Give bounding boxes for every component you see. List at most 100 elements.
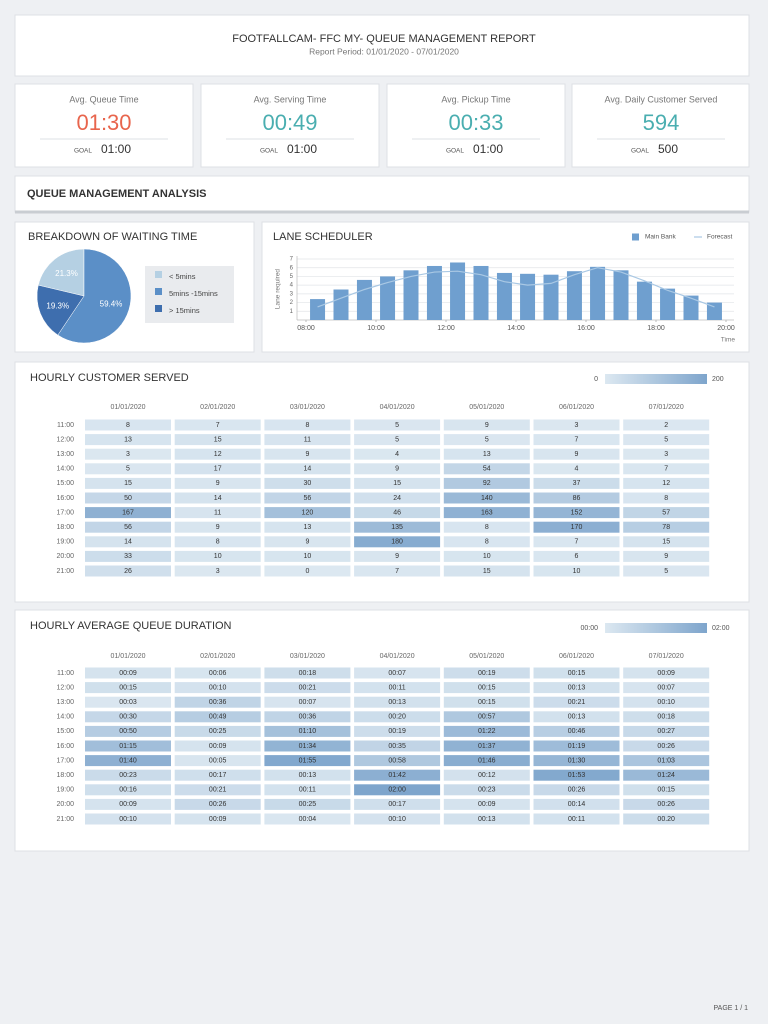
- heat-cell: [85, 667, 171, 679]
- cell-value: 02:00: [388, 787, 406, 794]
- cell-value: 8: [664, 495, 668, 502]
- legend-label: Forecast: [707, 234, 732, 241]
- heat-cell: [354, 536, 441, 548]
- heat-cell: [623, 492, 710, 504]
- column-header: 06/01/2020: [559, 404, 594, 411]
- cell-value: 10: [483, 553, 491, 560]
- y-axis-label: Lane required: [275, 269, 282, 309]
- heat-cell: [174, 755, 261, 767]
- heat-cell: [623, 448, 710, 460]
- cell-value: 13: [483, 451, 491, 458]
- heat-cell: [354, 813, 441, 825]
- heat-cell: [623, 536, 710, 548]
- heat-cell: [264, 667, 351, 679]
- heat-cell: [174, 463, 261, 475]
- heat-cell: [85, 682, 171, 694]
- row-label: 18:00: [56, 524, 74, 531]
- cell-value: 00:10: [657, 699, 675, 706]
- heat-cell: [533, 740, 620, 752]
- cell-value: 00:23: [119, 772, 137, 779]
- pie-label: 59.4%: [100, 299, 123, 308]
- kpi-label: Avg. Queue Time: [69, 94, 138, 104]
- heat-cell: [174, 492, 261, 504]
- cell-value: 01:34: [299, 743, 317, 750]
- cell-value: 4: [575, 466, 579, 473]
- bar: [356, 279, 372, 320]
- cell-value: 00:11: [299, 787, 316, 794]
- cell-value: 00:09: [119, 801, 137, 808]
- heat-cell: [443, 784, 530, 796]
- heat-cell: [443, 696, 530, 708]
- heat-cell: [174, 434, 261, 446]
- header-card: [14, 14, 750, 77]
- row-label: 16:00: [56, 743, 74, 750]
- kpi-goal-label: GOAL: [260, 148, 278, 155]
- cell-value: 01:22: [478, 728, 496, 735]
- heat-cell: [623, 682, 710, 694]
- heat-cell: [443, 682, 530, 694]
- heat-cell: [443, 536, 530, 548]
- cell-value: 01:40: [119, 757, 137, 764]
- legend-label: > 15mins: [169, 306, 200, 315]
- cell-value: 00:13: [568, 684, 586, 691]
- heat-cell: [264, 492, 351, 504]
- heat-cell: [443, 725, 530, 737]
- bar: [496, 272, 512, 320]
- row-label: 14:00: [56, 466, 74, 473]
- cell-value: 00:26: [209, 801, 227, 808]
- heat-cell: [264, 696, 351, 708]
- row-label: 15:00: [56, 728, 74, 735]
- cell-value: 00:36: [299, 714, 317, 721]
- cell-value: 00:09: [209, 816, 227, 823]
- x-tick-label: 20:00: [717, 325, 735, 332]
- legend-min: 0: [594, 376, 598, 383]
- bar: [426, 265, 442, 320]
- cell-value: 26: [124, 568, 132, 575]
- pie-label: 19.3%: [46, 301, 69, 310]
- heat-cell: [85, 434, 171, 446]
- heat-cell: [174, 550, 261, 562]
- kpi-goal-label: GOAL: [446, 148, 464, 155]
- heat-cell: [174, 711, 261, 723]
- cell-value: 00:21: [568, 699, 586, 706]
- cell-value: 01:55: [299, 757, 317, 764]
- y-tick-label: 5: [290, 274, 294, 280]
- legend-min: 00:00: [580, 625, 598, 632]
- heat-cell: [85, 740, 171, 752]
- cell-value: 01:42: [388, 772, 406, 779]
- heat-cell: [174, 696, 261, 708]
- heat-cell: [354, 798, 441, 810]
- row-label: 12:00: [56, 684, 74, 691]
- heat-cell: [623, 565, 710, 577]
- cell-value: 00:10: [388, 816, 406, 823]
- heat-cell: [264, 682, 351, 694]
- cell-value: 00:57: [478, 714, 496, 721]
- legend-swatch: [155, 305, 162, 312]
- cell-value: 180: [391, 539, 403, 546]
- row-label: 11:00: [57, 670, 74, 677]
- heat-cell: [623, 725, 710, 737]
- legend-gradient: [605, 374, 707, 384]
- heat-cell: [623, 521, 710, 533]
- heat-cell: [264, 419, 351, 431]
- bar: [636, 281, 652, 320]
- row-label: 12:00: [56, 436, 74, 443]
- cell-value: 2: [664, 422, 668, 429]
- heat-cell: [443, 755, 530, 767]
- kpi-card: [571, 83, 750, 168]
- heat-cell: [354, 463, 441, 475]
- y-tick-label: 4: [290, 283, 294, 289]
- heat-cell: [264, 434, 351, 446]
- pie-title: BREAKDOWN OF WAITING TIME: [28, 231, 197, 243]
- cell-value: 56: [124, 524, 132, 531]
- lane-title: LANE SCHEDULER: [273, 231, 373, 243]
- heat-cell: [623, 784, 710, 796]
- heat-cell: [354, 696, 441, 708]
- cell-value: 15: [214, 436, 222, 443]
- cell-value: 7: [575, 539, 579, 546]
- legend-label: 5mins -15mins: [169, 289, 218, 298]
- cell-value: 86: [573, 495, 581, 502]
- heat-cell: [85, 769, 171, 781]
- cell-value: 13: [124, 436, 132, 443]
